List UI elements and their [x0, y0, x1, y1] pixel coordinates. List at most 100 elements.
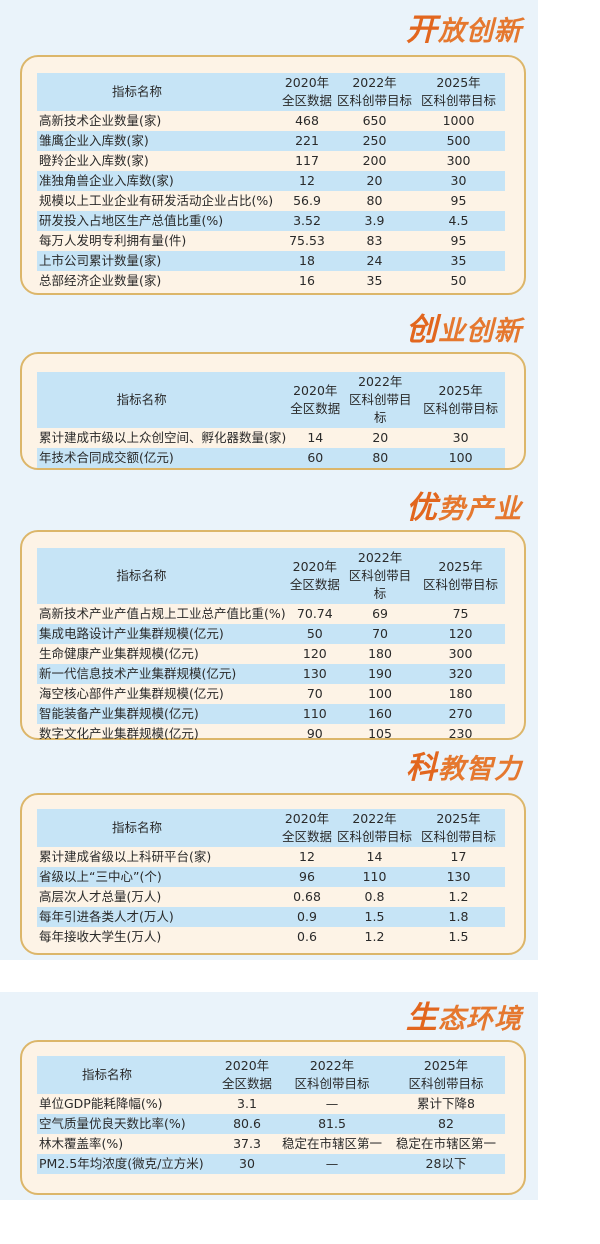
- indicator-table: 指标名称 2020年 全区数据 2022年 区科创带目标 2025年 区科创带目标 累计…: [37, 809, 505, 947]
- target-2025: 180: [448, 686, 473, 701]
- indicator-name: 准独角兽企业入库数(家): [37, 171, 277, 191]
- indicator-name: 累计建成市级以上众创空间、孵化器数量(家): [39, 430, 287, 445]
- table-row: 省级以上“三中心”(个) 96 110 130: [37, 867, 505, 887]
- section-title-first: 创: [406, 312, 438, 348]
- table-header: 指标名称 2020年 全区数据 2022年 区科创带目标 2025年 区科创带目标: [37, 73, 505, 111]
- target-2025: 300: [446, 153, 471, 168]
- header-2020: 2020年 全区数据: [277, 809, 337, 847]
- indicator-name: 年技术合同成交额(亿元): [37, 448, 287, 468]
- header-sub: 全区数据: [281, 829, 332, 844]
- header-name: 指标名称: [37, 548, 286, 604]
- table-row: 每年引进各类人才(万人) 0.9 1.5 1.8: [37, 907, 505, 927]
- target-2025: 95: [450, 233, 467, 248]
- table-row: 每万人发明专利拥有量(件) 75.53 83 95: [37, 231, 505, 251]
- section-title-rest: 势产业: [438, 494, 522, 525]
- table-header: 指标名称 2020年 全区数据 2022年 区科创带目标 2025年 区科创带目标: [37, 548, 505, 604]
- value-2020: 14: [307, 430, 324, 445]
- target-2022: 81.5: [277, 1114, 387, 1134]
- target-2022: 20: [337, 171, 412, 191]
- header-sub: 区科创带目标: [337, 829, 413, 844]
- indicator-name: 上市公司累计数量(家): [37, 251, 277, 271]
- target-2025: 17: [450, 849, 467, 864]
- target-2022: 1.2: [364, 929, 385, 944]
- value-2020: 56.9: [293, 193, 321, 208]
- header-year: 2020年: [292, 559, 337, 574]
- table-row: 生命健康产业集群规模(亿元) 120 180 300: [37, 644, 505, 664]
- value-2020: 12: [299, 849, 315, 864]
- target-2022: 0.8: [364, 889, 385, 904]
- section-title: 优势产业: [406, 482, 522, 527]
- header-sub: 区科创带目标: [294, 1076, 370, 1091]
- target-2025: 130: [412, 867, 505, 887]
- header-sub: 区科创带目标: [420, 829, 496, 844]
- table-row: 新一代信息技术产业集群规模(亿元) 130 190 320: [37, 664, 505, 684]
- value-2020: 18: [277, 251, 337, 271]
- section-title: 创业创新: [406, 304, 522, 349]
- indicator-name: 集成电路设计产业集群规模(亿元): [37, 624, 286, 644]
- target-2022: 69: [372, 606, 388, 621]
- table-header: 指标名称 2020年 全区数据 2022年 区科创带目标 2025年 区科创带目标: [37, 809, 505, 847]
- indicator-table: 指标名称 2020年 全区数据 2022年 区科创带目标 2025年 区科创带目标 累计…: [37, 372, 505, 468]
- header-2025: 2025年区科创带目标: [412, 809, 505, 847]
- header-sub: 全区数据: [281, 93, 332, 108]
- header-2020: 2020年 全区数据: [217, 1056, 277, 1094]
- header-2025: 2025年 区科创带目标: [416, 548, 505, 604]
- target-2022: 650: [362, 113, 387, 128]
- table-row: 准独角兽企业入库数(家) 12 20 30: [37, 171, 505, 191]
- table-row: PM2.5年均浓度(微克/立方米) 30—28以下: [37, 1154, 505, 1174]
- target-2022: —: [325, 1096, 339, 1111]
- target-2022: 24: [337, 251, 412, 271]
- section-title-first: 生: [406, 1000, 438, 1036]
- table-header: 指标名称 2020年 全区数据 2022年 区科创带目标 2025年 区科创带目标: [37, 1056, 505, 1094]
- value-2020: 16: [299, 273, 315, 288]
- header-sub: 区科创带目标: [337, 93, 413, 108]
- header-year: 2025年: [436, 811, 481, 826]
- table-row: 数字文化产业集群规模(亿元) 90 105 230: [37, 724, 505, 744]
- table-row: 智能装备产业集群规模(亿元) 110 160 270: [37, 704, 505, 724]
- target-2025: 稳定在市辖区第一: [395, 1136, 496, 1151]
- value-2020: 3.52: [277, 211, 337, 231]
- indicator-name: 雏鹰企业入库数(家): [37, 131, 277, 151]
- section-title-rest: 业创新: [438, 316, 522, 347]
- section-title-rest: 教智力: [438, 754, 522, 785]
- target-2025: 1.5: [448, 929, 469, 944]
- target-2025: 1.2: [448, 889, 469, 904]
- section-title: 开放创新: [406, 4, 522, 49]
- header-2020: 2020年 全区数据: [277, 73, 337, 111]
- target-2025: 75: [452, 606, 469, 621]
- header-sub: 区科创带目标: [423, 577, 499, 592]
- header-2022: 2022年 区科创带目标: [337, 73, 412, 111]
- table-row: 瞪羚企业入库数(家) 117 200 300: [37, 151, 505, 171]
- value-2020: 80.6: [217, 1114, 277, 1134]
- header-2025: 2025年 区科创带目标: [412, 73, 505, 111]
- table-row: 空气质量优良天数比率(%) 80.6 81.5 82: [37, 1114, 505, 1134]
- table-row: 每年接收大学生(万人) 0.6 1.2 1.5: [37, 927, 505, 947]
- value-2020: 12: [277, 171, 337, 191]
- table-row: 规模以上工业企业有研发活动企业占比(%) 56.9 80 95: [37, 191, 505, 211]
- header-2025: 2025年 区科创带目标: [416, 372, 505, 428]
- target-2022: 14: [366, 849, 383, 864]
- target-2025: 30: [412, 171, 505, 191]
- target-2025: 95: [450, 193, 467, 208]
- target-2022: 20: [372, 430, 389, 445]
- target-2025: 4.5: [412, 211, 505, 231]
- indicator-name: 研发投入占地区生产总值比重(%): [37, 211, 277, 231]
- target-2022: —: [277, 1154, 387, 1174]
- header-sub: 全区数据: [289, 577, 340, 592]
- value-2020: 50: [285, 624, 344, 644]
- target-2022: 80: [366, 193, 383, 208]
- indicator-name: 新一代信息技术产业集群规模(亿元): [37, 664, 286, 684]
- table-row: 高层次人才总量(万人) 0.68 0.8 1.2: [37, 887, 505, 907]
- header-sub: 区科创带目标: [349, 392, 412, 425]
- section-title: 生态环境: [406, 992, 522, 1037]
- section-title: 科教智力: [406, 742, 522, 787]
- target-2025: 82: [387, 1114, 505, 1134]
- header-sub: 区科创带目标: [420, 93, 496, 108]
- indicator-name: 高层次人才总量(万人): [39, 889, 162, 904]
- target-2022: 110: [337, 867, 412, 887]
- target-2022: 190: [344, 664, 417, 684]
- table-row: 雏鹰企业入库数(家) 221 250 500: [37, 131, 505, 151]
- indicator-name: 林木覆盖率(%): [39, 1136, 124, 1151]
- target-2025: 120: [416, 624, 505, 644]
- table-row: 高新技术产业产值占规上工业总产值比重(%) 70.74 69 75: [37, 604, 505, 624]
